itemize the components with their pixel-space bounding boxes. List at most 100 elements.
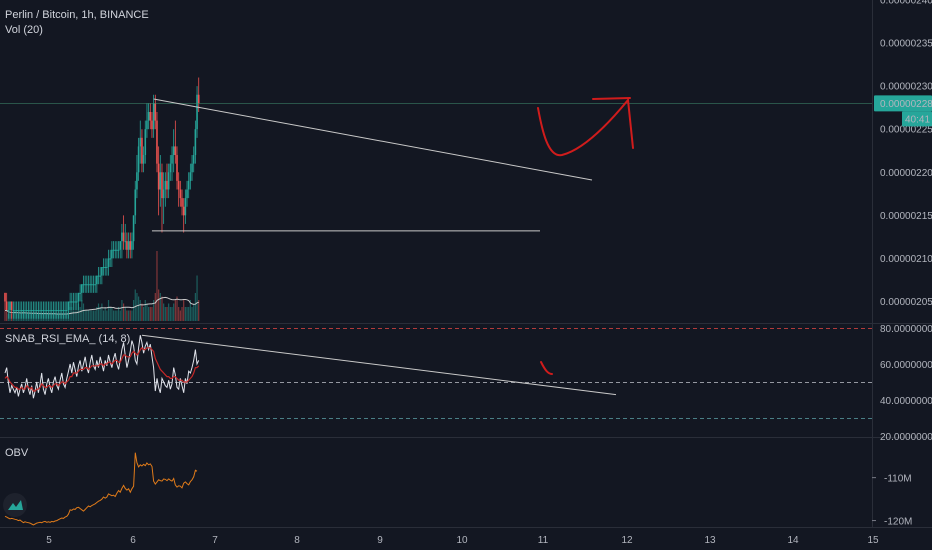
volume-bar xyxy=(184,307,186,321)
volume-bar xyxy=(89,310,91,321)
candle-body xyxy=(139,137,142,147)
price-tick-label: 0.00000210 xyxy=(880,254,932,265)
volume-bar xyxy=(6,310,8,321)
volume-bar xyxy=(138,296,140,321)
candle-body xyxy=(39,310,41,312)
volume-bar xyxy=(112,310,115,321)
candle-body xyxy=(166,180,168,190)
candle-body xyxy=(102,267,105,269)
rsi-ema-line xyxy=(4,346,200,392)
volume-bar xyxy=(111,307,113,321)
volume-bar xyxy=(179,310,181,321)
candle-body xyxy=(45,310,48,312)
candle-body xyxy=(37,310,40,312)
candle-body xyxy=(192,155,195,164)
rsi-tick-label: 80.00000000 xyxy=(880,324,932,335)
volume-bar xyxy=(183,300,185,321)
volume-bar xyxy=(122,303,125,321)
volume-bar xyxy=(96,307,98,321)
candle-body xyxy=(109,258,112,260)
rsi-annotation xyxy=(540,361,553,375)
volume-bar xyxy=(189,300,191,321)
candle-body xyxy=(172,146,175,156)
obv-tick-label: -110M xyxy=(884,474,912,485)
price-tick-label: 0.00000220 xyxy=(880,168,932,179)
candle-body xyxy=(124,241,127,243)
candle-body xyxy=(181,198,183,207)
candle-body xyxy=(77,292,80,302)
volume-ma-line xyxy=(5,296,199,315)
volume-bar xyxy=(87,310,90,321)
price-tick-label: 0.00000240 xyxy=(880,0,932,7)
obv-label: OBV xyxy=(5,447,29,459)
candle-body xyxy=(169,163,172,173)
countdown-label: 40:41 xyxy=(905,114,930,125)
candle-body xyxy=(42,310,45,312)
candle-body xyxy=(60,310,63,312)
time-tick-label: 6 xyxy=(130,535,136,546)
candle-body xyxy=(136,172,138,190)
volume-bar xyxy=(76,310,78,321)
candle-body xyxy=(107,258,110,268)
candle-body xyxy=(82,284,85,286)
descending-trendline xyxy=(153,98,593,181)
candle-body xyxy=(79,292,81,294)
volume-bar xyxy=(153,300,155,321)
candle-body xyxy=(15,310,18,312)
volume-bar xyxy=(158,289,160,321)
candle-body xyxy=(104,267,106,269)
candle-body xyxy=(126,241,128,250)
volume-label: Vol (20) xyxy=(5,24,43,36)
candle-body xyxy=(196,94,198,130)
candle-body xyxy=(122,232,125,242)
candle-body xyxy=(144,129,147,156)
time-tick-label: 10 xyxy=(456,535,468,546)
volume-bar xyxy=(191,307,193,321)
volume-bar xyxy=(86,310,88,321)
volume-bar xyxy=(92,310,95,321)
candle-body xyxy=(64,310,66,312)
time-tick-label: 7 xyxy=(212,535,218,546)
candle-body xyxy=(86,284,88,286)
volume-bar xyxy=(4,310,6,321)
volume-bar xyxy=(124,307,126,321)
candle-body xyxy=(194,129,197,156)
candle-body xyxy=(62,310,65,312)
volume-bar xyxy=(151,307,153,321)
volume-bar xyxy=(173,303,175,321)
volume-bar xyxy=(148,307,150,321)
candle-body xyxy=(182,206,185,216)
volume-bar xyxy=(134,289,136,321)
volume-bar xyxy=(144,300,146,321)
candle-body xyxy=(184,198,187,216)
candle-body xyxy=(187,180,190,190)
time-tick-label: 9 xyxy=(377,535,383,546)
candle-body xyxy=(49,310,51,312)
volume-bar xyxy=(136,293,138,321)
volume-bar xyxy=(127,310,130,321)
candle-body xyxy=(76,301,78,303)
volume-bar xyxy=(101,303,103,321)
candle-body xyxy=(179,189,182,199)
volume-bar xyxy=(174,300,176,321)
volume-bar xyxy=(129,310,131,321)
candle-body xyxy=(149,111,152,121)
candle-body xyxy=(59,310,61,312)
rsi-tick-label: 20.00000000 xyxy=(880,432,932,443)
candle-body xyxy=(5,301,8,311)
candle-body xyxy=(186,189,188,199)
candle-body xyxy=(157,163,160,190)
volume-bar xyxy=(91,310,93,321)
candle-body xyxy=(167,172,170,190)
volume-bar xyxy=(72,310,75,321)
candle-body xyxy=(91,284,93,286)
candle-body xyxy=(127,241,130,250)
chart-title: Perlin / Bitcoin, 1h, BINANCE xyxy=(5,9,149,21)
volume-bar xyxy=(169,307,171,321)
volume-bar xyxy=(119,310,121,321)
rsi-label: SNAB_RSI_EMA_ (14, 8) xyxy=(5,333,130,345)
volume-bar xyxy=(116,310,118,321)
volume-bar xyxy=(176,296,178,321)
volume-bar xyxy=(82,303,85,321)
